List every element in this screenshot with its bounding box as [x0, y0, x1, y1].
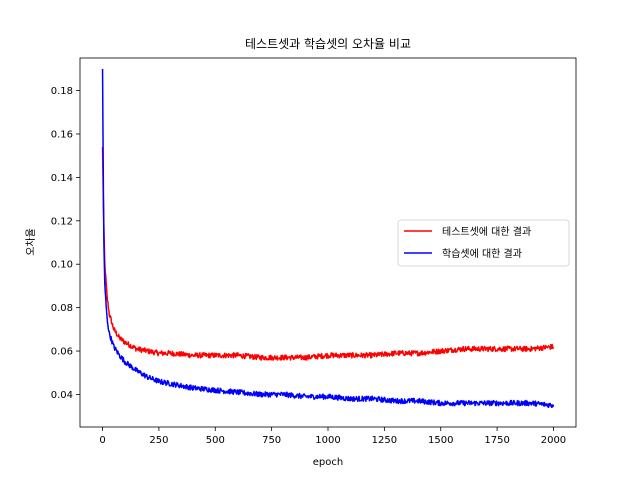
y-axis: 0.04 0.06 0.08 0.10 0.12 0.14 0.16 0.18 — [51, 86, 80, 401]
series-line-train — [101, 68, 555, 409]
x-tick-label: 1750 — [484, 435, 509, 446]
x-axis-label: epoch — [313, 457, 343, 468]
y-tick-label: 0.10 — [51, 260, 73, 271]
series-line-test — [101, 146, 555, 361]
legend-label-test: 테스트셋에 대한 결과 — [442, 226, 531, 238]
y-tick-label: 0.14 — [51, 173, 73, 184]
x-tick-label: 750 — [262, 435, 281, 446]
legend-label-train: 학습셋에 대한 결과 — [442, 248, 522, 260]
legend: 테스트셋에 대한 결과 학습셋에 대한 결과 — [397, 219, 570, 267]
y-tick-label: 0.12 — [51, 216, 73, 227]
x-tick-label: 500 — [206, 435, 225, 446]
x-tick-label: 0 — [99, 435, 105, 446]
y-tick-label: 0.18 — [51, 86, 73, 97]
y-tick-label: 0.06 — [51, 347, 73, 358]
x-tick-label: 2000 — [541, 435, 566, 446]
plot-area — [101, 68, 555, 409]
x-tick-label: 250 — [149, 435, 168, 446]
chart-title: 테스트셋과 학습셋의 오차율 비교 — [245, 37, 411, 51]
y-axis-label: 오차율 — [25, 228, 37, 256]
y-tick-label: 0.04 — [51, 390, 73, 401]
y-tick-label: 0.16 — [51, 129, 73, 140]
legend-box — [397, 219, 570, 267]
x-tick-label: 1250 — [372, 435, 397, 446]
x-axis: 0 250 500 750 1000 1250 1500 1750 2000 — [99, 427, 566, 446]
y-tick-label: 0.08 — [51, 303, 73, 314]
x-tick-label: 1000 — [315, 435, 340, 446]
x-tick-label: 1500 — [428, 435, 453, 446]
